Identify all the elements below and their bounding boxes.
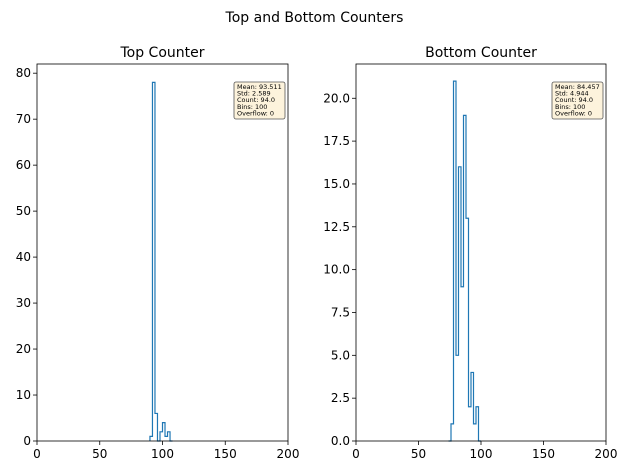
histogram-bin bbox=[466, 218, 469, 441]
panel-title: Top Counter bbox=[119, 45, 204, 61]
stats-line: Bins: 100 bbox=[237, 103, 267, 111]
stats-line: Std: 4.944 bbox=[555, 90, 589, 98]
y-tick-label: 70 bbox=[16, 112, 31, 126]
histogram-bin bbox=[469, 407, 472, 441]
y-tick-label: 20 bbox=[16, 342, 31, 356]
y-tick-label: 0 bbox=[23, 434, 31, 448]
x-tick-label: 100 bbox=[470, 447, 493, 461]
y-tick-label: 2.5 bbox=[331, 391, 350, 405]
histogram-bin bbox=[474, 424, 477, 441]
histogram-bin bbox=[456, 355, 459, 441]
y-tick-label: 20.0 bbox=[323, 91, 350, 105]
top-counter-panel: Top Counter 0 50 100 150 200 0 10 20 30 40 50 60 70 80… bbox=[16, 45, 300, 461]
histogram-bin bbox=[155, 413, 158, 441]
figure-suptitle: Top and Bottom Counters bbox=[225, 10, 404, 26]
histogram-bin bbox=[471, 372, 474, 441]
histogram-bin bbox=[163, 423, 166, 441]
histogram-bin bbox=[160, 432, 163, 441]
y-tick-label: 0.0 bbox=[331, 434, 350, 448]
y-tick-label: 30 bbox=[16, 296, 31, 310]
axes-frame bbox=[355, 63, 607, 442]
y-tick-label: 80 bbox=[16, 66, 31, 80]
histogram-bin bbox=[150, 436, 153, 441]
histogram-bin bbox=[476, 407, 479, 441]
stats-box bbox=[233, 81, 286, 120]
x-tick-label: 150 bbox=[532, 447, 555, 461]
stats-line: Bins: 100 bbox=[555, 103, 585, 111]
stats-line: Std: 2.589 bbox=[237, 90, 271, 98]
histogram-line bbox=[448, 80, 481, 442]
y-tick-label: 40 bbox=[16, 250, 31, 264]
histogram-bin bbox=[461, 287, 464, 441]
x-tick-label: 0 bbox=[33, 447, 41, 461]
histogram-bin bbox=[168, 432, 171, 441]
histogram-bin bbox=[165, 436, 168, 441]
x-tick-label: 50 bbox=[92, 447, 107, 461]
histogram-bin bbox=[459, 167, 462, 441]
x-tick-label: 150 bbox=[214, 447, 237, 461]
histogram-line bbox=[149, 81, 173, 442]
stats-box bbox=[551, 81, 604, 120]
y-tick-label: 60 bbox=[16, 158, 31, 172]
axes-frame bbox=[36, 63, 289, 442]
stats-line: Overflow: 0 bbox=[555, 109, 592, 117]
stats-line: Count: 94.0 bbox=[237, 96, 275, 104]
stats-line: Count: 94.0 bbox=[555, 96, 593, 104]
x-tick-label: 200 bbox=[277, 447, 300, 461]
x-tick-label: 0 bbox=[352, 447, 360, 461]
x-tick-label: 50 bbox=[411, 447, 426, 461]
y-tick-label: 5.0 bbox=[331, 348, 350, 362]
y-tick-label: 50 bbox=[16, 204, 31, 218]
y-tick-label: 17.5 bbox=[323, 134, 350, 148]
histogram-bin bbox=[464, 115, 467, 441]
histogram-bin bbox=[451, 424, 454, 441]
x-tick-label: 100 bbox=[151, 447, 174, 461]
x-tick-label: 200 bbox=[595, 447, 618, 461]
stats-line: Mean: 84.457 bbox=[555, 83, 600, 91]
histogram-bin bbox=[152, 82, 155, 441]
stats-line: Overflow: 0 bbox=[237, 109, 274, 117]
y-tick-label: 12.5 bbox=[323, 220, 350, 234]
y-tick-label: 10 bbox=[16, 388, 31, 402]
y-tick-label: 7.5 bbox=[331, 305, 350, 319]
y-tick-label: 15.0 bbox=[323, 177, 350, 191]
bottom-counter-panel: Bottom Counter 0 50 100 150 200 0.0 2.5 5.0 7.5 10… bbox=[323, 45, 617, 461]
stats-line: Mean: 93.511 bbox=[237, 83, 282, 91]
histogram-bin bbox=[454, 81, 457, 441]
y-tick-label: 10.0 bbox=[323, 263, 350, 277]
panel-title: Bottom Counter bbox=[425, 45, 537, 61]
